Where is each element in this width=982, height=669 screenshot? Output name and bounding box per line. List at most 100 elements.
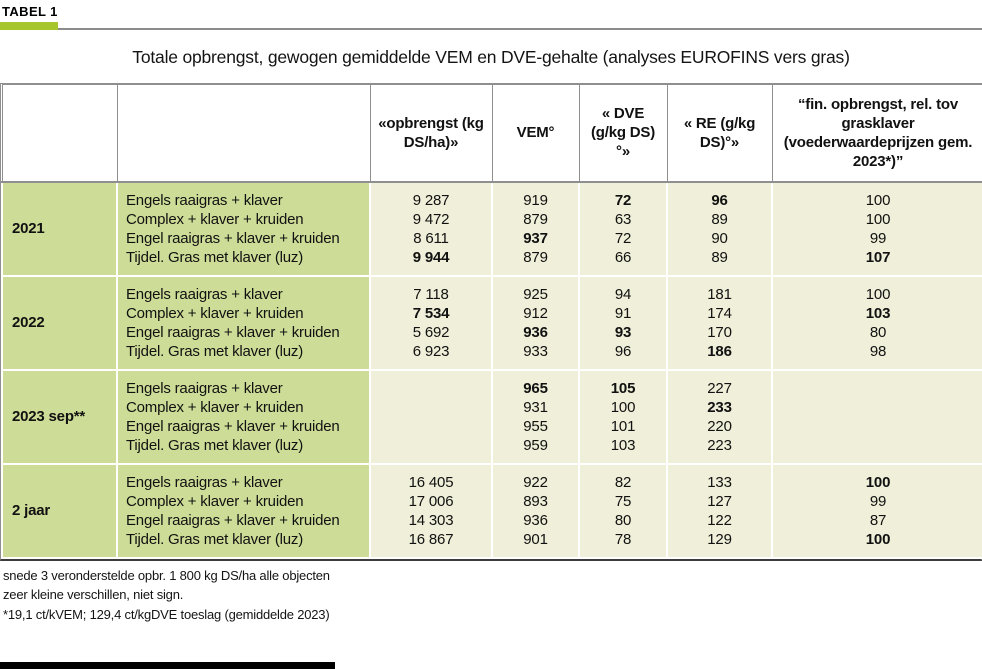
col-header-dve: « DVE (g/kg DS)°» bbox=[578, 84, 668, 183]
re-value: 170 bbox=[707, 323, 732, 341]
dve-value: 80 bbox=[614, 511, 632, 529]
table-body: 2021 Engels raaigras + klaver Complex + kl… bbox=[1, 180, 982, 559]
vem-value: 955 bbox=[523, 417, 548, 435]
fin-value bbox=[777, 436, 979, 455]
dve-value: 105 bbox=[610, 379, 636, 397]
accent-bar bbox=[0, 22, 58, 30]
data-table-wrap: «opbrengst (kg DS/ha)» VEM° « DVE (g/kg DS… bbox=[0, 83, 982, 561]
variety-label: Complex + klaver + kruiden bbox=[126, 492, 304, 510]
opbrengst-cell-2jaar: 16 405 17 006 14 303 16 867 bbox=[369, 462, 493, 559]
re-cell-2023sep: 227 233 220 223 bbox=[666, 368, 773, 465]
vem-value: 965 bbox=[523, 379, 548, 397]
re-value: 89 bbox=[711, 248, 728, 266]
footnote-3: *19,1 ct/kVEM; 129,4 ct/kgDVE toeslag (g… bbox=[3, 606, 330, 622]
fin-value: 80 bbox=[869, 323, 887, 341]
variety-label: Engel raaigras + klaver + kruiden bbox=[126, 229, 340, 247]
re-value: 90 bbox=[711, 229, 728, 247]
opbrengst-value: 7 118 bbox=[413, 285, 449, 303]
vem-value: 879 bbox=[523, 210, 548, 228]
dve-value: 63 bbox=[614, 210, 632, 228]
opbrengst-value: 9 944 bbox=[412, 248, 450, 266]
fin-value: 100 bbox=[865, 473, 891, 491]
variety-label: Engels raaigras + klaver bbox=[126, 379, 283, 397]
col-header-variety bbox=[116, 84, 371, 183]
re-value: 89 bbox=[711, 210, 728, 228]
variety-label: Engels raaigras + klaver bbox=[126, 285, 283, 303]
variety-label: Complex + klaver + kruiden bbox=[126, 210, 304, 228]
dve-value: 93 bbox=[614, 323, 632, 341]
fin-cell-2021: 100 100 99 107 bbox=[771, 180, 982, 277]
year-label-2jaar: 2 jaar bbox=[1, 462, 118, 559]
variety-label: Tijdel. Gras met klaver (luz) bbox=[126, 248, 304, 266]
variety-label: Engel raaigras + klaver + kruiden bbox=[126, 511, 340, 529]
vem-value: 933 bbox=[523, 342, 548, 360]
dve-value: 72 bbox=[614, 229, 632, 247]
dve-value: 75 bbox=[614, 492, 632, 510]
fin-value bbox=[777, 398, 979, 417]
bottom-bar bbox=[0, 662, 335, 669]
vem-value: 925 bbox=[523, 285, 548, 303]
re-value: 96 bbox=[711, 191, 728, 209]
col-header-opbrengst: «opbrengst (kg DS/ha)» bbox=[369, 84, 493, 183]
opbrengst-cell-2022: 7 118 7 534 5 692 6 923 bbox=[369, 274, 493, 371]
dve-cell-2023sep: 105 100 101 103 bbox=[578, 368, 668, 465]
table-header: «opbrengst (kg DS/ha)» VEM° « DVE (g/kg DS… bbox=[1, 84, 982, 183]
re-cell-2022: 181 174 170 186 bbox=[666, 274, 773, 371]
dve-value: 101 bbox=[610, 417, 636, 435]
variety-label: Tijdel. Gras met klaver (luz) bbox=[126, 436, 304, 454]
re-value: 220 bbox=[707, 417, 732, 435]
dve-value: 82 bbox=[614, 473, 632, 491]
variety-label: Engel raaigras + klaver + kruiden bbox=[126, 417, 340, 435]
vem-cell-2jaar: 922 893 936 901 bbox=[491, 462, 580, 559]
opbrengst-value bbox=[375, 417, 487, 436]
dve-value: 96 bbox=[614, 342, 632, 360]
vem-cell-2021: 919 879 937 879 bbox=[491, 180, 580, 277]
fin-value: 99 bbox=[869, 229, 887, 247]
dve-cell-2jaar: 82 75 80 78 bbox=[578, 462, 668, 559]
opbrengst-value: 16 405 bbox=[408, 473, 454, 491]
fin-cell-2jaar: 100 99 87 100 bbox=[771, 462, 982, 559]
fin-value bbox=[777, 379, 979, 398]
vem-value: 912 bbox=[523, 304, 548, 322]
vem-value: 936 bbox=[523, 323, 548, 341]
group-row-2021: 2021 Engels raaigras + klaver Complex + kl… bbox=[1, 180, 982, 277]
re-value: 133 bbox=[707, 473, 732, 491]
opbrengst-value: 17 006 bbox=[408, 492, 454, 510]
fin-cell-2023sep bbox=[771, 368, 982, 465]
fin-value: 100 bbox=[865, 530, 891, 548]
opbrengst-value: 5 692 bbox=[412, 323, 450, 341]
dve-value: 94 bbox=[614, 285, 632, 303]
fin-value: 107 bbox=[865, 248, 891, 266]
re-value: 181 bbox=[707, 285, 732, 303]
variety-cell-2023sep: Engels raaigras + klaver Complex + klaver… bbox=[116, 368, 371, 465]
re-cell-2021: 96 89 90 89 bbox=[666, 180, 773, 277]
opbrengst-value: 8 611 bbox=[413, 229, 449, 247]
re-value: 127 bbox=[707, 492, 732, 510]
col-header-fin: “fin. opbrengst, rel. tov grasklaver (vo… bbox=[771, 84, 982, 183]
opbrengst-value: 9 287 bbox=[412, 191, 450, 209]
variety-label: Tijdel. Gras met klaver (luz) bbox=[126, 530, 304, 548]
dve-value: 66 bbox=[614, 248, 632, 266]
dve-value: 78 bbox=[614, 530, 632, 548]
dve-value: 72 bbox=[614, 191, 632, 209]
col-header-re: « RE (g/kg DS)°» bbox=[666, 84, 773, 183]
header-row: «opbrengst (kg DS/ha)» VEM° « DVE (g/kg DS… bbox=[1, 84, 982, 183]
vem-value: 922 bbox=[523, 473, 548, 491]
opbrengst-value bbox=[375, 398, 487, 417]
table-title: Totale opbrengst, gewogen gemiddelde VEM… bbox=[132, 47, 850, 67]
fin-value: 100 bbox=[865, 210, 891, 228]
col-header-year bbox=[1, 84, 118, 183]
re-value: 129 bbox=[707, 530, 732, 548]
opbrengst-cell-2021: 9 287 9 472 8 611 9 944 bbox=[369, 180, 493, 277]
opbrengst-value bbox=[375, 379, 487, 398]
re-value: 223 bbox=[707, 436, 732, 454]
header-rule bbox=[0, 21, 982, 30]
fin-cell-2022: 100 103 80 98 bbox=[771, 274, 982, 371]
vem-value: 901 bbox=[523, 530, 548, 548]
vem-value: 893 bbox=[523, 492, 548, 510]
opbrengst-value: 9 472 bbox=[412, 210, 450, 228]
dve-value: 103 bbox=[610, 436, 636, 454]
variety-label: Engels raaigras + klaver bbox=[126, 473, 283, 491]
re-value: 186 bbox=[707, 342, 732, 360]
